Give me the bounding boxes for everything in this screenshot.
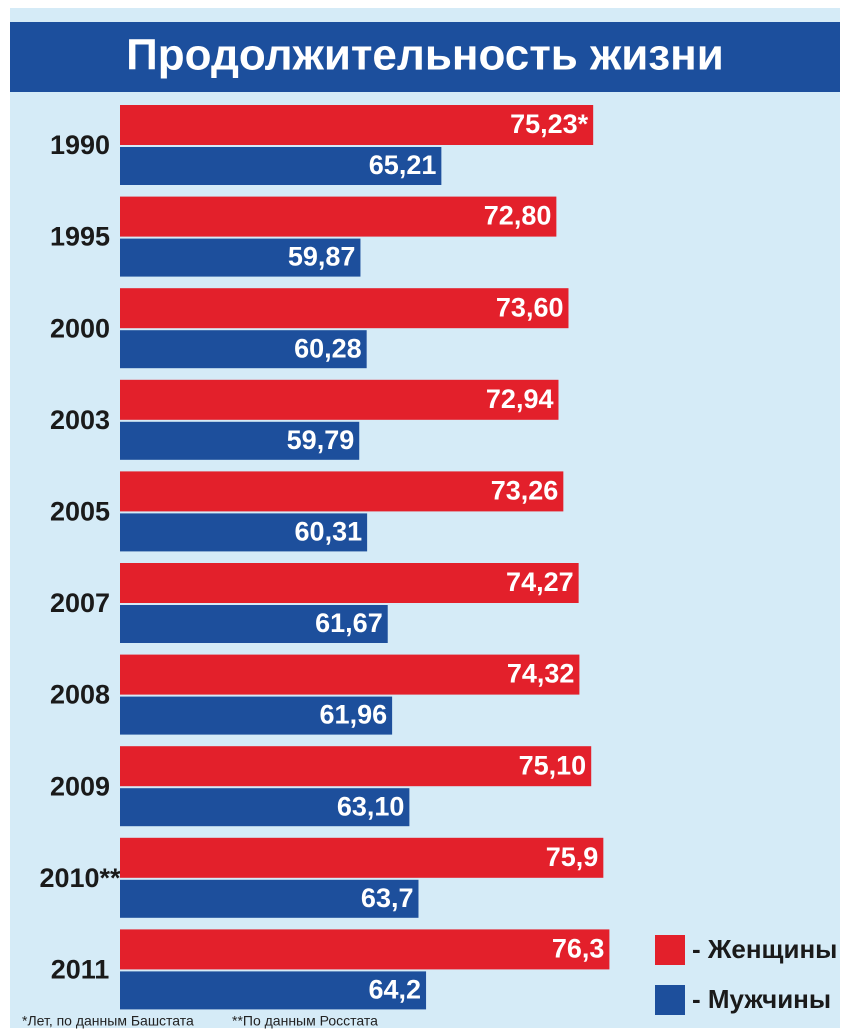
value-label: 75,23* (510, 109, 589, 139)
bar (120, 838, 603, 878)
value-label: 65,21 (369, 150, 437, 180)
chart: Продолжительность жизни *Лет, по данным … (0, 0, 846, 1033)
chart-title: Продолжительность жизни (126, 31, 724, 80)
value-label: 74,32 (507, 659, 575, 689)
legend-swatch (655, 985, 685, 1015)
value-label: 73,60 (496, 292, 564, 322)
value-label: 59,79 (287, 425, 355, 455)
category-label: 2011 (51, 955, 110, 985)
legend-swatch (655, 935, 685, 965)
bar (120, 929, 609, 969)
category-label: 2009 (50, 771, 110, 801)
value-label: 74,27 (506, 567, 574, 597)
value-label: 75,10 (519, 750, 587, 780)
footnote: *Лет, по данным Башстата (22, 1013, 194, 1029)
value-label: 60,28 (294, 333, 362, 363)
value-label: 72,80 (484, 201, 552, 231)
value-label: 76,3 (552, 934, 605, 964)
category-label: 2008 (50, 680, 110, 710)
value-label: 61,96 (320, 700, 388, 730)
page: Продолжительность жизни *Лет, по данным … (0, 0, 846, 1033)
value-label: 59,87 (288, 242, 356, 272)
category-label: 2000 (50, 313, 110, 343)
category-label: 2005 (50, 497, 110, 527)
value-label: 75,9 (546, 842, 599, 872)
value-label: 63,7 (361, 883, 414, 913)
footnote: **По данным Росстата (232, 1013, 378, 1029)
category-label: 2007 (50, 588, 110, 618)
category-label: 2010** (39, 863, 121, 893)
value-label: 63,10 (337, 791, 405, 821)
value-label: 72,94 (486, 384, 554, 414)
legend-label: - Мужчины (692, 984, 831, 1014)
category-label: 2003 (50, 405, 110, 435)
category-label: 1995 (50, 222, 110, 252)
category-label: 1990 (50, 130, 110, 160)
value-label: 73,26 (491, 476, 559, 506)
legend-label: - Женщины (692, 934, 837, 964)
value-label: 60,31 (295, 517, 363, 547)
value-label: 64,2 (368, 975, 421, 1005)
value-label: 61,67 (315, 608, 383, 638)
